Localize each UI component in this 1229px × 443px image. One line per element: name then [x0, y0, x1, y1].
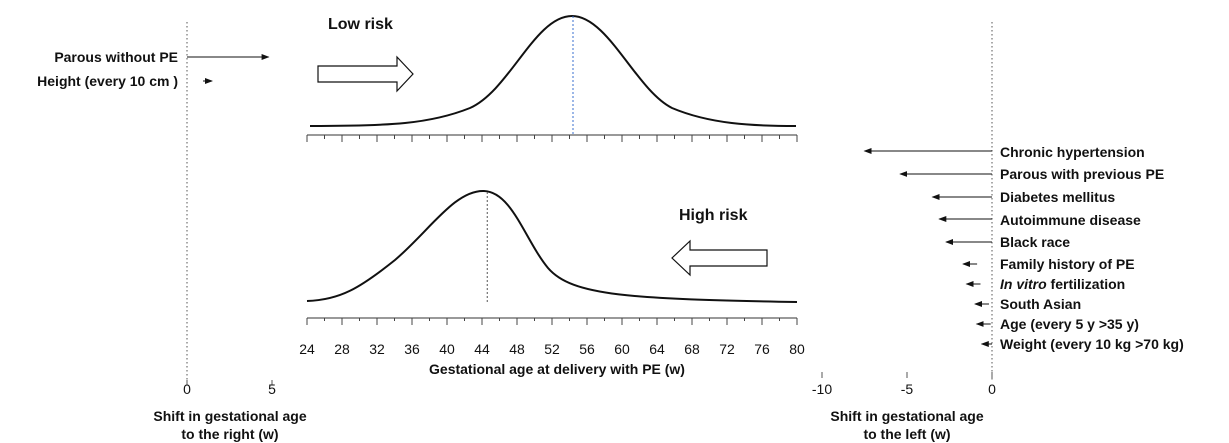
- x-tick-labels: 24 28 32 36 40 44 48 52 56 60 64 68 72 76 80: [299, 341, 805, 357]
- low-risk-label: Low risk: [328, 16, 393, 33]
- right-factor-label-2: Diabetes mellitus: [1000, 189, 1115, 205]
- top-axis-ticks: [306, 135, 798, 142]
- right-factor-label-7: South Asian: [1000, 296, 1081, 312]
- right-axis-tick-0: 0: [988, 381, 996, 397]
- x-tick-label: 64: [649, 341, 665, 357]
- right-factor-label-1: Parous with previous PE: [1000, 166, 1164, 182]
- right-factor-label-5: Family history of PE: [1000, 256, 1135, 272]
- x-tick-label: 72: [719, 341, 735, 357]
- x-tick-label: 24: [299, 341, 315, 357]
- left-axis-ticks: [186, 380, 273, 385]
- x-tick-label: 28: [334, 341, 350, 357]
- right-factor-arrows: [863, 148, 992, 347]
- left-factor-label-0: Parous without PE: [54, 49, 178, 65]
- right-axis-tick-neg10: -10: [812, 381, 832, 397]
- right-factor-label-0: Chronic hypertension: [1000, 144, 1145, 160]
- center-panel: Low risk High risk 24 28 32 36 40 44 48 52 56 60 6…: [299, 14, 805, 377]
- right-factor-label-4: Black race: [1000, 234, 1070, 250]
- left-axis-title-line2: to the right (w): [181, 426, 278, 442]
- left-axis-tick-5: 5: [268, 381, 276, 397]
- left-axis-title-line1: Shift in gestational age: [153, 408, 306, 424]
- ivf-rest-part: fertilization: [1047, 276, 1126, 292]
- x-tick-label: 40: [439, 341, 455, 357]
- x-tick-label: 80: [789, 341, 805, 357]
- x-tick-label: 60: [614, 341, 630, 357]
- right-factor-label-3: Autoimmune disease: [1000, 212, 1141, 228]
- x-tick-label: 56: [579, 341, 595, 357]
- x-axis-title: Gestational age at delivery with PE (w): [429, 361, 685, 377]
- right-factor-label-9: Weight (every 10 kg >70 kg): [1000, 336, 1184, 352]
- left-panel: Parous without PE Height (every 10 cm ) …: [37, 22, 307, 442]
- right-axis-title-line2: to the left (w): [863, 426, 950, 442]
- left-factor-arrows: [187, 54, 270, 84]
- right-axis-ticks: [821, 372, 993, 378]
- bottom-axis-ticks: [306, 318, 798, 325]
- high-risk-shift-arrow: [671, 239, 768, 277]
- x-tick-label: 32: [369, 341, 385, 357]
- x-tick-label: 44: [474, 341, 490, 357]
- left-axis-tick-0: 0: [183, 381, 191, 397]
- right-factor-labels: Chronic hypertension Parous with previou…: [1000, 144, 1184, 352]
- high-risk-label: High risk: [679, 207, 748, 224]
- right-axis-title-line1: Shift in gestational age: [830, 408, 983, 424]
- x-tick-label: 68: [684, 341, 700, 357]
- left-factor-label-1: Height (every 10 cm ): [37, 73, 178, 89]
- x-tick-label: 52: [544, 341, 560, 357]
- right-factor-label-6: In vitro fertilization: [1000, 276, 1125, 292]
- x-tick-label: 76: [754, 341, 770, 357]
- high-risk-curve: [306, 189, 798, 303]
- right-axis-tick-neg5: -5: [901, 381, 914, 397]
- low-risk-shift-arrow: [317, 55, 414, 93]
- x-tick-label: 36: [404, 341, 420, 357]
- right-factor-label-8: Age (every 5 y >35 y): [1000, 316, 1139, 332]
- x-tick-label: 48: [509, 341, 525, 357]
- low-risk-curve: [309, 14, 797, 127]
- ivf-italic-part: In vitro: [1000, 276, 1047, 292]
- right-panel: Chronic hypertension Parous with previou…: [812, 22, 1184, 442]
